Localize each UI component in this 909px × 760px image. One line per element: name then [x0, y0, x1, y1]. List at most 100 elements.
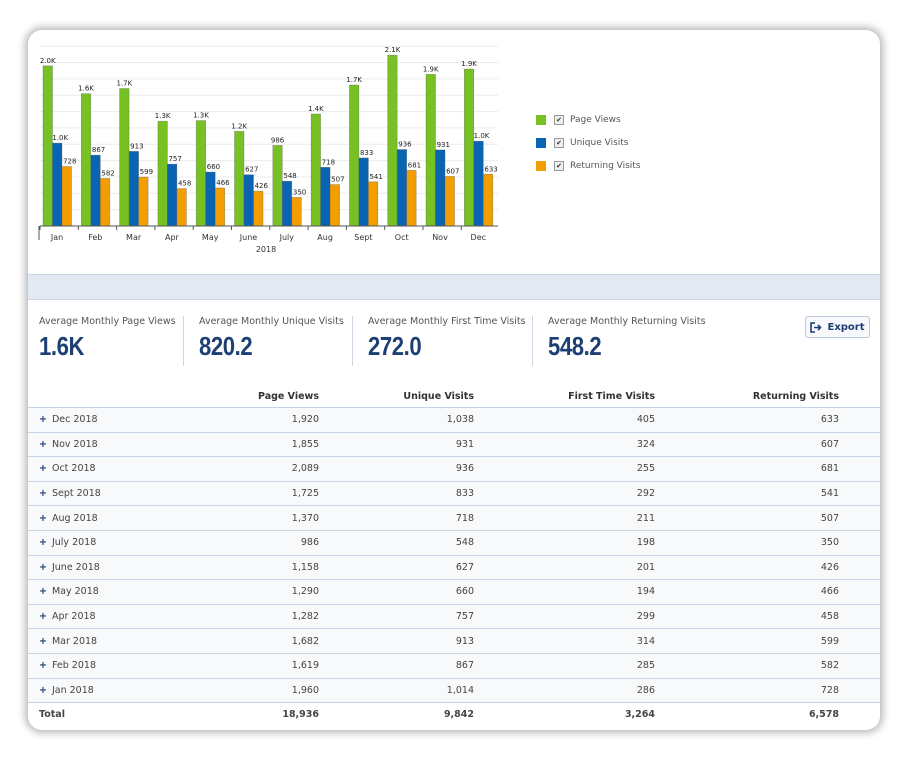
data-label: 936	[398, 140, 412, 148]
table-row[interactable]: + Aug 2018 1,370 718 211 507	[28, 505, 880, 531]
month-cell[interactable]: + Jan 2018	[28, 677, 148, 703]
bar-unique-visits[interactable]	[128, 151, 139, 227]
bar-page-views[interactable]	[234, 131, 245, 227]
bar-page-views[interactable]	[387, 54, 398, 227]
table-row[interactable]: + Mar 2018 1,682 913 314 599	[28, 628, 880, 654]
bar-unique-visits[interactable]	[282, 180, 293, 227]
expand-icon[interactable]: +	[39, 635, 47, 647]
bar-page-views[interactable]	[195, 120, 206, 227]
table-row[interactable]: + Nov 2018 1,855 931 324 607	[28, 431, 880, 457]
table-row[interactable]: + Apr 2018 1,282 757 299 458	[28, 603, 880, 629]
bar-returning-visits[interactable]	[482, 173, 494, 227]
bar-page-views[interactable]	[349, 84, 360, 227]
data-label: 507	[331, 176, 344, 184]
expand-icon[interactable]: +	[39, 438, 47, 450]
month-cell[interactable]: + Aug 2018	[28, 505, 148, 531]
bar-returning-visits[interactable]	[444, 176, 455, 227]
bar-unique-visits[interactable]	[473, 140, 484, 227]
month-cell[interactable]: + Sept 2018	[28, 480, 148, 506]
legend-item[interactable]: ✔ Page Views	[536, 108, 641, 131]
bar-page-views[interactable]	[157, 120, 168, 227]
value-cell: 405	[474, 407, 655, 433]
month-cell[interactable]: + May 2018	[28, 579, 148, 605]
table-row[interactable]: + July 2018 986 548 198 350	[28, 529, 880, 556]
bar-unique-visits[interactable]	[167, 163, 178, 227]
data-label: 582	[101, 169, 114, 177]
expand-icon[interactable]: +	[39, 512, 47, 524]
bar-unique-visits[interactable]	[243, 174, 254, 227]
expand-icon[interactable]: +	[39, 684, 47, 696]
month-cell[interactable]: + Mar 2018	[28, 628, 148, 654]
bar-page-views[interactable]	[425, 74, 436, 227]
bar-returning-visits[interactable]	[368, 181, 379, 227]
bar-unique-visits[interactable]	[90, 154, 101, 227]
month-cell[interactable]: + July 2018	[28, 529, 148, 556]
bar-returning-visits[interactable]	[214, 187, 225, 227]
expand-icon[interactable]: +	[39, 463, 47, 475]
chart-legend: ✔ Page Views ✔ Unique Visits ✔ Returning Visi…	[536, 108, 641, 177]
expand-icon[interactable]: +	[39, 611, 47, 623]
bar-returning-visits[interactable]	[61, 166, 72, 227]
value-cell: 681	[655, 456, 839, 482]
expand-icon[interactable]: +	[39, 660, 47, 672]
table-row[interactable]: + Sept 2018 1,725 833 292 541	[28, 480, 880, 506]
bar-unique-visits[interactable]	[52, 142, 63, 227]
checkbox-icon[interactable]: ✔	[554, 114, 564, 125]
bar-returning-visits[interactable]	[253, 190, 264, 227]
month-label: Nov 2018	[51, 438, 98, 450]
table-row[interactable]: + Feb 2018 1,619 867 285 582	[28, 652, 880, 679]
expand-icon[interactable]: +	[39, 561, 47, 573]
bar-page-views[interactable]	[463, 68, 475, 227]
bar-returning-visits[interactable]	[291, 197, 302, 227]
table-row[interactable]: + May 2018 1,290 660 194 466	[28, 579, 880, 605]
table-row[interactable]: + June 2018 1,158 627 201 426	[28, 554, 880, 580]
month-cell[interactable]: + Feb 2018	[28, 652, 148, 679]
data-label: 867	[92, 146, 105, 154]
bar-unique-visits[interactable]	[205, 171, 216, 227]
month-cell[interactable]: + June 2018	[28, 554, 148, 580]
bar-unique-visits[interactable]	[435, 149, 446, 227]
legend-item[interactable]: ✔ Returning Visits	[536, 154, 641, 177]
value-cell: 299	[474, 603, 655, 629]
value-cell: 1,725	[148, 480, 319, 506]
expand-icon[interactable]: +	[39, 586, 47, 598]
legend-item[interactable]: ✔ Unique Visits	[536, 131, 641, 154]
bar-unique-visits[interactable]	[358, 157, 369, 227]
bar-returning-visits[interactable]	[138, 176, 149, 227]
x-axis-label: 2018	[256, 245, 276, 254]
value-cell: 292	[474, 480, 655, 506]
export-button[interactable]: Export	[805, 316, 870, 338]
expand-icon[interactable]: +	[39, 488, 47, 500]
bar-unique-visits[interactable]	[320, 167, 331, 227]
month-cell[interactable]: + Apr 2018	[28, 603, 148, 629]
stat-value: 820.2	[199, 331, 253, 361]
month-cell[interactable]: + Nov 2018	[28, 431, 148, 457]
bar-page-views[interactable]	[80, 93, 92, 227]
bar-returning-visits[interactable]	[176, 188, 187, 227]
checkbox-icon[interactable]: ✔	[554, 137, 564, 148]
expand-icon[interactable]: +	[39, 414, 47, 426]
month-label: June 2018	[51, 561, 100, 573]
bar-unique-visits[interactable]	[396, 149, 408, 227]
value-cell: 198	[474, 529, 655, 556]
data-label: 833	[360, 149, 373, 157]
month-cell[interactable]: + Dec 2018	[28, 407, 148, 433]
month-cell[interactable]: + Oct 2018	[28, 456, 148, 482]
expand-icon[interactable]: +	[39, 537, 47, 549]
bar-page-views[interactable]	[272, 145, 283, 227]
value-cell: 757	[319, 603, 474, 629]
x-tick-label: June	[239, 233, 258, 242]
checkbox-icon[interactable]: ✔	[554, 160, 564, 171]
bar-returning-visits[interactable]	[329, 184, 340, 227]
bar-page-views[interactable]	[310, 113, 321, 227]
stat-unique-visits: Average Monthly Unique Visits 820.2	[199, 316, 344, 366]
bar-returning-visits[interactable]	[100, 178, 111, 227]
bar-page-views[interactable]	[42, 65, 53, 227]
table-row[interactable]: + Oct 2018 2,089 936 255 681	[28, 456, 880, 482]
data-label: 913	[130, 142, 143, 150]
table-row[interactable]: + Dec 2018 1,920 1,038 405 633	[28, 407, 880, 433]
table-row[interactable]: + Jan 2018 1,960 1,014 286 728	[28, 677, 880, 703]
value-cell: 607	[655, 431, 839, 457]
bar-page-views[interactable]	[119, 88, 130, 227]
bar-returning-visits[interactable]	[406, 170, 417, 227]
